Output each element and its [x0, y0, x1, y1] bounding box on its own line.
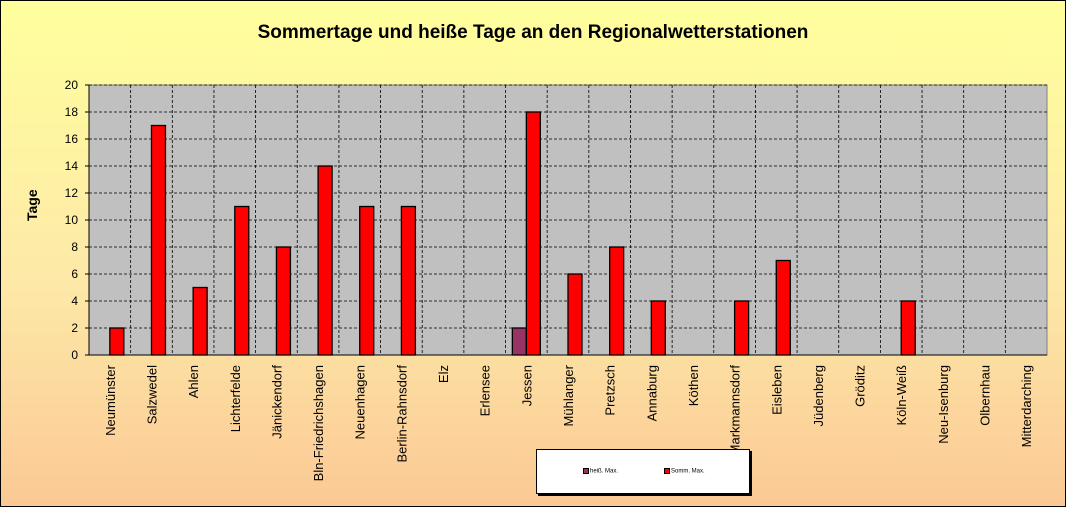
bar — [317, 165, 333, 356]
y-tick-label: 18 — [65, 105, 79, 119]
x-tick-label: Annaburg — [644, 365, 659, 421]
x-tick-label: Ahlen — [186, 365, 201, 398]
bar — [359, 205, 375, 356]
y-tick-label: 14 — [65, 159, 79, 173]
bar — [609, 246, 625, 356]
y-tick-label: 12 — [65, 186, 79, 200]
x-tick-label: Neuenhagen — [353, 365, 368, 439]
x-tick-label: Erlensee — [478, 365, 493, 416]
bar — [775, 259, 791, 356]
x-tick-label: Pretzsch — [603, 365, 618, 416]
y-tick-label: 8 — [71, 240, 78, 254]
bar — [733, 300, 750, 356]
y-tick-label: 10 — [65, 213, 79, 227]
x-tick-label: Olbernhau — [978, 365, 993, 426]
bar — [650, 300, 666, 356]
x-tick-label: Neu-Isenburg — [936, 365, 951, 444]
legend-label-summer: Somm. Max. — [671, 468, 705, 475]
legend-item-hot: heiß. Max. — [583, 468, 618, 475]
y-tick-label: 0 — [71, 348, 78, 362]
x-tick-label: Jänickendorf — [269, 365, 284, 439]
bar — [511, 327, 527, 356]
bar — [567, 273, 583, 356]
bar — [275, 246, 292, 356]
legend-label-hot: heiß. Max. — [590, 468, 619, 475]
legend-item-summer: Somm. Max. — [664, 468, 705, 475]
x-tick-label: Gröditz — [853, 365, 868, 407]
bar — [400, 205, 417, 356]
y-tick-label: 6 — [71, 267, 78, 281]
legend: heiß. Max. Somm. Max. — [536, 449, 750, 494]
x-tick-label: Eisleben — [769, 365, 784, 415]
legend-swatch-hot — [583, 468, 589, 474]
x-tick-label: Jessen — [519, 365, 534, 406]
y-tick-label: 16 — [65, 132, 79, 146]
x-tick-label: Jüdenberg — [811, 365, 826, 426]
chart-title: Sommertage und heiße Tage an den Regiona… — [257, 22, 809, 43]
legend-swatch-summer — [664, 468, 670, 474]
y-tick-label: 20 — [65, 78, 79, 92]
x-tick-label: Mitterdarching — [1019, 365, 1034, 447]
bar — [234, 205, 250, 356]
x-tick-label: Salzwedel — [144, 365, 159, 424]
y-tick-label: 4 — [71, 294, 78, 308]
y-tick-label: 2 — [71, 321, 78, 335]
bar — [192, 286, 208, 356]
x-tick-label: Köthen — [686, 365, 701, 406]
x-tick-label: Köln-Weiß — [894, 365, 909, 426]
bar — [150, 124, 167, 356]
bar — [525, 111, 541, 356]
x-tick-label: Bln-Friedrichshagen — [311, 365, 326, 481]
bar — [900, 300, 916, 356]
bar — [109, 327, 125, 356]
x-tick-label: Markmannsdorf — [728, 365, 743, 456]
x-tick-label: Neumünster — [103, 364, 118, 435]
x-tick-label: Lichterfelde — [228, 365, 243, 432]
x-tick-label: Berlin-Rahnsdorf — [394, 365, 409, 463]
x-tick-label: Mühlanger — [561, 364, 576, 426]
x-tick-label: Elz — [436, 365, 451, 383]
